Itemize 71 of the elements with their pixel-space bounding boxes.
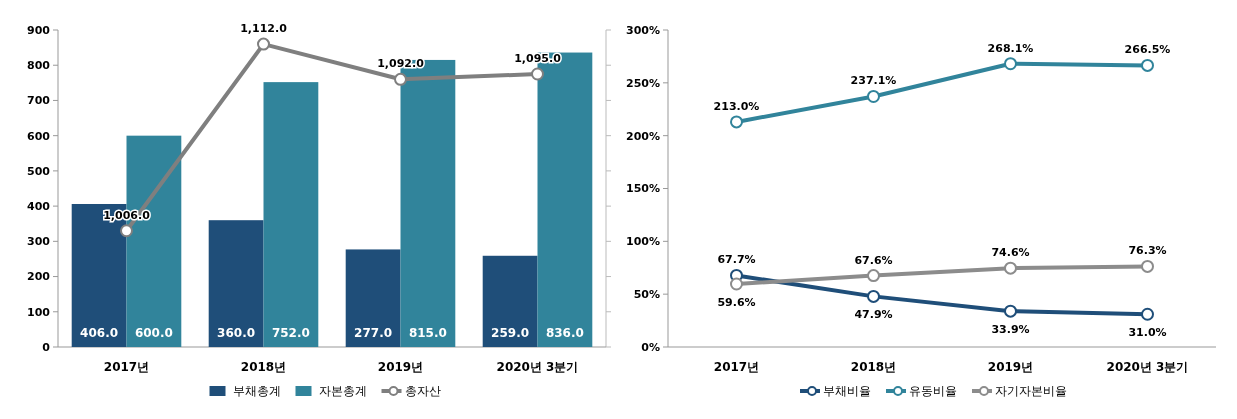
bar [345,249,401,347]
point [394,72,407,86]
data-label: 76.3% [1128,244,1167,258]
x-tick-label: 2017년 [103,360,150,374]
y-tick-label: 100% [626,235,660,249]
y-tick-label: 200 [27,270,51,284]
x-tick-label: 2019년 [377,360,424,374]
data-label: 752.0 [271,326,310,340]
y-tick-label: 200% [626,129,660,143]
legend-label: 자기자본비율 [995,384,1067,399]
x-tick-label: 2020년 3분기 [1106,360,1189,374]
point [867,269,880,283]
data-label: 67.6% [854,253,893,267]
data-label: 406.0 [80,326,119,340]
data-label: 213.0% [713,99,760,113]
data-label: 266.5% [1124,43,1171,57]
data-label: 815.0 [408,326,447,340]
y-tick-label: 50% [633,288,660,302]
legend-label: 총자산 [404,384,441,399]
data-label: 360.0 [217,326,256,340]
bar [482,255,538,347]
point [1004,57,1017,71]
legend-label: 유동비율 [909,384,957,399]
point [867,89,880,103]
y-tick-label: 100 [27,305,51,319]
y-tick-label: 150% [626,182,660,196]
point [1141,259,1154,273]
point [120,224,133,238]
legend-label: 부채총계 [232,384,281,399]
y-tick-label: 0 [42,340,51,354]
y-tick-label: 600 [27,129,51,143]
y-tick-label: 250% [626,76,660,90]
y-tick-label: 300% [626,23,660,37]
y-tick-label: 500 [27,164,51,178]
point [1004,304,1017,318]
data-label: 59.6% [717,296,756,310]
data-label: 259.0 [491,326,530,340]
point [1141,58,1154,72]
y-tick-label: 900 [27,23,51,37]
data-label: 836.0 [545,326,584,340]
legend-label: 부채비율 [823,384,871,399]
x-tick-label: 2018년 [240,360,287,374]
x-tick-label: 2018년 [850,360,897,374]
point [730,115,743,129]
y-tick-label: 700 [27,94,51,108]
data-label: 67.7% [717,253,756,267]
x-tick-label: 2017년 [713,360,760,374]
point [867,289,880,303]
point [730,277,743,291]
point [257,37,270,51]
data-label: 237.1% [850,74,897,88]
x-tick-label: 2020년 3분기 [496,360,579,374]
data-label: 268.1% [987,41,1034,55]
point [1141,307,1154,321]
data-label: 47.9% [854,308,893,322]
data-label: 74.6% [991,246,1030,260]
data-label: 277.0 [354,326,393,340]
point [531,67,544,81]
point [1004,261,1017,275]
data-label: 1,112.0 [240,22,288,36]
y-tick-label: 0% [641,340,660,354]
x-tick-label: 2019년 [987,360,1034,374]
data-label: 31.0% [1128,326,1167,340]
y-tick-label: 800 [27,59,51,73]
bar [263,82,319,347]
legend-label: 자본총계 [318,384,367,399]
bar [208,220,264,347]
y-tick-label: 300 [27,235,51,249]
y-tick-label: 400 [27,199,51,213]
data-label: 600.0 [134,326,173,340]
data-label: 33.9% [991,323,1030,337]
